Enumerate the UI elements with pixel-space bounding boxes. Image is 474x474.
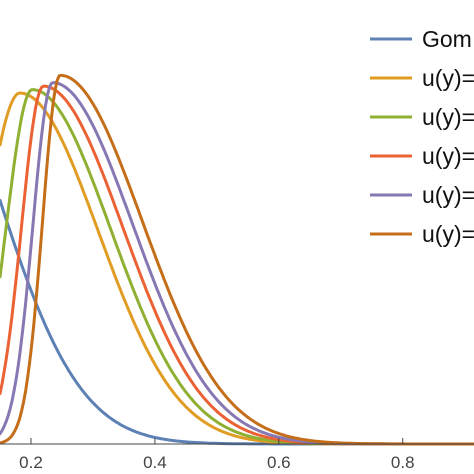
legend: Gom u(y)= u(y)= u(y)= u(y)= u(y)=: [370, 26, 474, 247]
x-tick-label-3: 0.6: [267, 453, 291, 472]
legend-label-5: u(y)=: [422, 182, 474, 208]
legend-label-3: u(y)=: [422, 104, 474, 130]
series-line-2: [0, 91, 474, 446]
legend-label-4: u(y)=: [422, 143, 474, 169]
legend-label-6: u(y)=: [422, 221, 474, 247]
series-line-3: [0, 88, 474, 446]
legend-label-1: Gom: [422, 26, 472, 52]
x-tick-layer: 0.2 0.4 0.6 0.8: [19, 438, 415, 472]
series-line-4: [0, 84, 474, 446]
series-layer: [0, 73, 474, 446]
x-tick-label-4: 0.8: [391, 453, 415, 472]
x-tick-label-2: 0.4: [143, 453, 167, 472]
series-line-5: [0, 81, 474, 446]
x-tick-label-1: 0.2: [19, 453, 43, 472]
legend-label-2: u(y)=: [422, 65, 474, 91]
